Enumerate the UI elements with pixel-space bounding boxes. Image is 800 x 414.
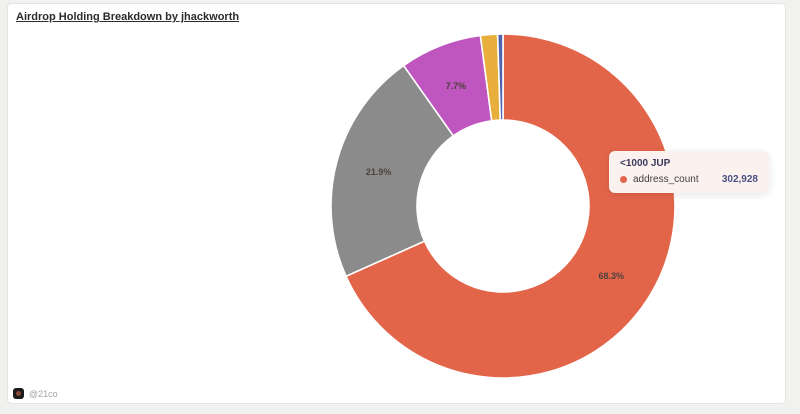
pie-slice[interactable] [345,33,676,379]
tooltip-series-dot [620,176,627,183]
21co-logo-icon [13,388,24,399]
tooltip-series-label: address_count [633,174,699,185]
chart-title[interactable]: Airdrop Holding Breakdown by jhackworth [16,11,240,23]
watermark-text: @21co [29,388,58,399]
tooltip-value: 302,928 [721,174,758,185]
watermark: @21co [13,388,58,399]
pie-slice[interactable] [496,33,504,121]
donut-chart[interactable]: 68.3%21.9%7.7% [323,26,683,386]
pie-slice[interactable] [330,64,455,278]
tooltip-row: address_count 302,928 [620,174,758,185]
chart-card: Airdrop Holding Breakdown by jhackworth … [7,3,786,404]
21co-logo-dot [16,391,21,396]
tooltip-title: <1000 JUP [620,158,671,169]
chart-tooltip: <1000 JUP address_count 302,928 [609,151,769,193]
